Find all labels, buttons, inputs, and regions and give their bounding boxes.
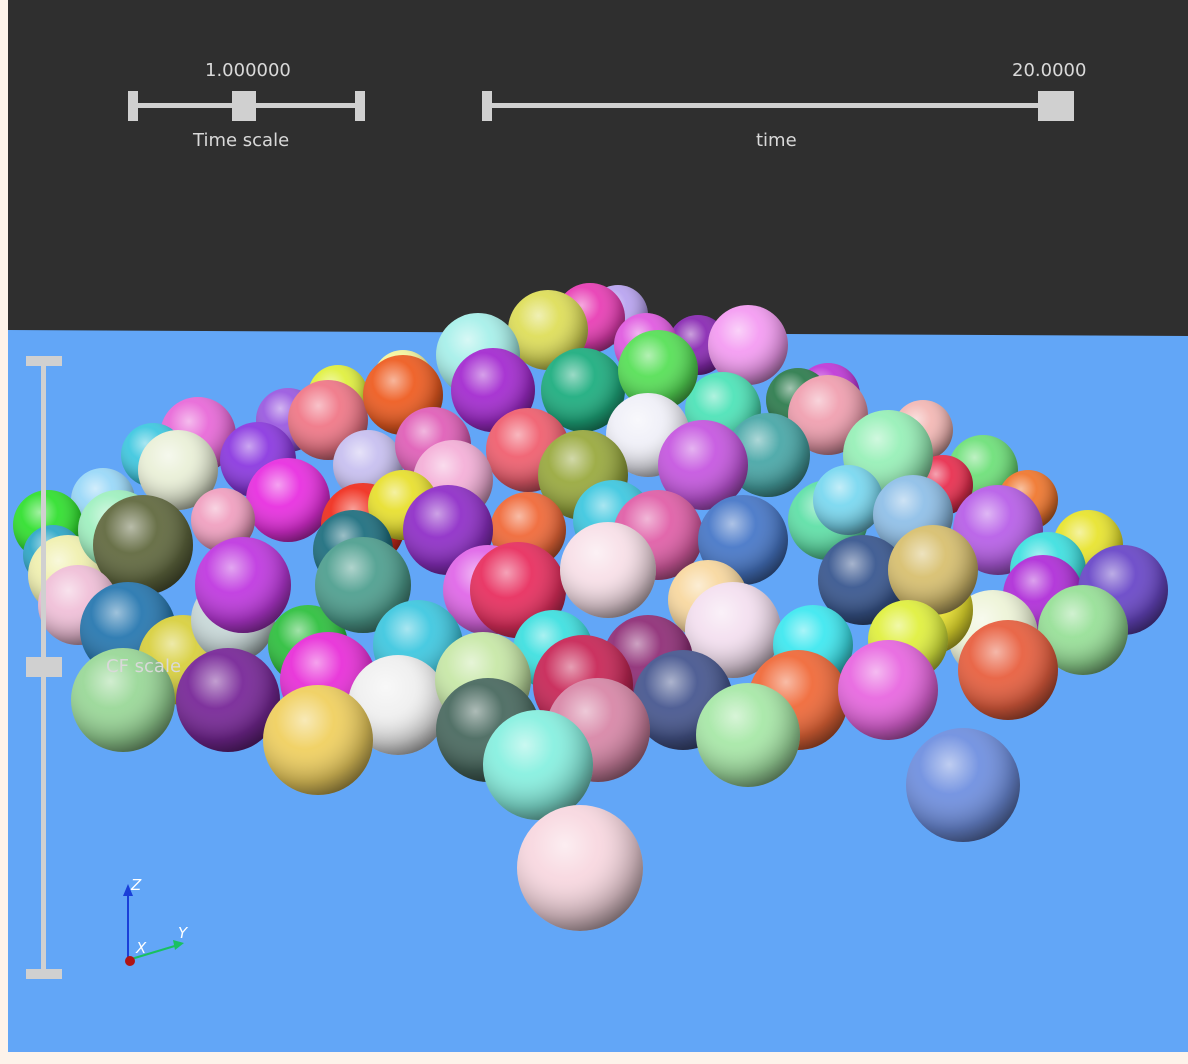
sphere: [483, 710, 593, 820]
sphere: [838, 640, 938, 740]
sphere: [246, 458, 330, 542]
time-scale-slider[interactable]: [128, 91, 365, 121]
sphere: [508, 290, 588, 370]
sphere: [818, 535, 908, 625]
sphere: [195, 537, 291, 633]
z-axis-label: Z: [131, 876, 142, 894]
sphere: [958, 620, 1058, 720]
x-axis-label: X: [136, 939, 147, 957]
slider-track: [486, 103, 1061, 108]
time-value: 20.0000: [1012, 60, 1087, 81]
sphere: [1038, 585, 1128, 675]
sphere: [906, 728, 1020, 842]
slider-endcap-right: [355, 91, 365, 121]
time-label: time: [756, 130, 797, 151]
sphere: [138, 430, 218, 510]
z-axis-arrow: [123, 884, 133, 896]
sphere: [685, 582, 781, 678]
slider-handle[interactable]: [232, 91, 256, 121]
cf-scale-label: CF scale: [106, 656, 182, 677]
y-axis-label: Y: [178, 924, 188, 942]
sphere: [696, 683, 800, 787]
slider-endcap-left: [482, 91, 492, 121]
particle-spheres: [13, 283, 1168, 931]
sphere: [618, 330, 698, 410]
sphere: [888, 525, 978, 615]
sphere: [263, 685, 373, 795]
sphere: [813, 465, 883, 535]
render-viewport[interactable]: 1.000000 Time scale 20.0000 time CF scal…: [8, 0, 1188, 1052]
sphere: [348, 655, 448, 755]
sphere: [71, 648, 175, 752]
x-axis-dot: [125, 956, 135, 966]
time-scale-label: Time scale: [193, 130, 290, 151]
sphere: [93, 495, 193, 595]
cf-scale-slider[interactable]: [26, 356, 62, 979]
slider-endcap-top: [26, 356, 62, 366]
sphere: [541, 348, 625, 432]
time-slider[interactable]: [482, 91, 1074, 121]
orientation-axes: [123, 884, 184, 966]
sphere: [708, 305, 788, 385]
sphere: [517, 805, 643, 931]
slider-endcap-left: [128, 91, 138, 121]
slider-handle[interactable]: [26, 657, 62, 677]
sphere: [560, 522, 656, 618]
slider-endcap-bottom: [26, 969, 62, 979]
sphere: [658, 420, 748, 510]
viewport-background-top: [8, 0, 1188, 340]
time-scale-value: 1.000000: [205, 60, 291, 81]
3d-scene[interactable]: [8, 0, 1188, 1052]
sphere: [726, 413, 810, 497]
y-axis-line: [127, 944, 179, 961]
sphere: [191, 488, 255, 552]
sphere: [315, 537, 411, 633]
y-axis-arrow: [173, 940, 184, 950]
sphere: [176, 648, 280, 752]
slider-handle[interactable]: [1038, 91, 1074, 121]
